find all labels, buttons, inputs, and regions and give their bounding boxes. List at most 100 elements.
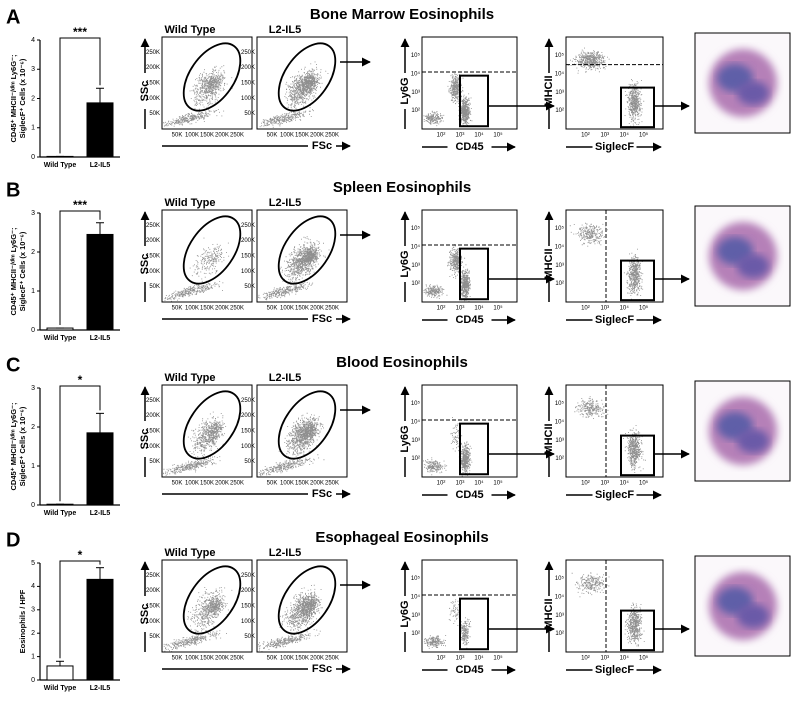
x-tick-label: 10⁴ <box>474 655 484 662</box>
y-tick-label: 3 <box>31 607 35 614</box>
x-axis-label: CD45 <box>455 141 483 153</box>
y-tick-label: 4 <box>31 37 35 44</box>
y-axis-label: Eosinophils / HPF <box>18 589 27 653</box>
x-tick-label: 10⁴ <box>620 305 630 312</box>
significance-label: *** <box>73 198 87 212</box>
y-axis-label: SiglecF⁺ Cells (x 10⁻⁶) <box>18 231 27 311</box>
y-tick-label: 100K <box>146 444 160 450</box>
x-tick-label: 10⁵ <box>639 655 649 662</box>
y-tick-label: 10⁴ <box>555 243 565 250</box>
y-tick-label: 0 <box>31 154 35 161</box>
gate <box>182 215 242 285</box>
x-tick-label: 10⁵ <box>493 305 503 312</box>
x-tick-label: 250K <box>325 656 339 662</box>
x-tick-label: 10² <box>437 306 446 312</box>
x-axis-label: SiglecF <box>595 314 634 326</box>
y-tick-label: 100K <box>146 619 160 625</box>
y-axis-label: Ly6G <box>399 600 411 627</box>
y-tick-label: 2 <box>31 249 35 256</box>
x-tick-label: 250K <box>230 481 244 487</box>
x-axis-label: SiglecF <box>595 141 634 153</box>
x-tick-label: 100K <box>185 133 199 139</box>
y-tick-label: 10³ <box>411 90 420 96</box>
x-tick-label: 150K <box>295 481 309 487</box>
x-tick-label: 250K <box>230 656 244 662</box>
x-tick-label: 50K <box>172 306 183 312</box>
x-tick-label: 150K <box>200 481 214 487</box>
flow-events <box>423 244 471 302</box>
x-tick-label: 100K <box>185 656 199 662</box>
x-axis-label: CD45 <box>455 489 483 501</box>
y-tick-label: 1 <box>31 125 35 132</box>
panel-title: Blood Eosinophils <box>336 354 468 371</box>
y-axis-label: MHCII <box>543 423 555 454</box>
x-tick-label: 10³ <box>456 481 465 487</box>
y-axis-label: CD45⁺ MHCII⁻/ᵈⁱᵐ Ly6G⁻; <box>8 227 18 315</box>
y-tick-label: 50K <box>149 284 160 290</box>
panel-title: Esophageal Eosinophils <box>315 529 488 546</box>
x-tick-label: 10³ <box>600 133 609 139</box>
y-tick-label: 10⁵ <box>411 400 421 407</box>
x-tick-label: Wild Type <box>44 510 77 517</box>
y-tick-label: 1 <box>31 653 35 660</box>
x-tick-label: 50K <box>267 306 278 312</box>
y-tick-label: 10³ <box>411 438 420 444</box>
significance-label: *** <box>73 25 87 39</box>
y-tick-label: 100K <box>241 619 255 625</box>
y-axis-label: SSc <box>139 429 151 450</box>
x-tick-label: 10³ <box>600 656 609 662</box>
y-tick-label: 250K <box>241 50 255 56</box>
y-axis-label: Ly6G <box>399 77 411 104</box>
y-tick-label: 50K <box>244 111 255 117</box>
y-tick-label: 10³ <box>555 613 564 619</box>
y-tick-label: 150K <box>241 604 255 610</box>
flow-title: L2-IL5 <box>269 197 301 209</box>
y-tick-label: 10⁵ <box>555 52 565 59</box>
gate <box>277 565 337 635</box>
significance-label: * <box>78 548 83 562</box>
plot-frame <box>565 559 664 653</box>
x-tick-label: 150K <box>295 133 309 139</box>
y-tick-label: 10² <box>411 108 420 114</box>
y-tick-label: 100K <box>241 444 255 450</box>
flow-events <box>574 396 646 473</box>
y-axis-label: MHCII <box>543 598 555 629</box>
flow-events <box>258 236 330 301</box>
cell-nucleus <box>737 254 769 278</box>
plot-frame <box>565 384 664 478</box>
y-tick-label: 200K <box>146 413 160 419</box>
x-axis-label: SiglecF <box>595 664 634 676</box>
flow-title: Wild Type <box>164 372 215 384</box>
x-axis-label: FSc <box>312 140 332 152</box>
panel-letter: C <box>6 354 20 376</box>
x-axis-label: SiglecF <box>595 489 634 501</box>
x-tick-label: 10² <box>581 481 590 487</box>
gate <box>620 609 655 652</box>
y-tick-label: 10⁴ <box>411 593 421 600</box>
y-tick-label: 2 <box>31 424 35 431</box>
significance-bracket <box>59 560 101 659</box>
gate <box>620 259 655 302</box>
flow-title: Wild Type <box>164 197 215 209</box>
x-tick-label: 10⁵ <box>493 480 503 487</box>
y-tick-label: 50K <box>244 459 255 465</box>
y-tick-label: 50K <box>244 284 255 290</box>
x-tick-label: 250K <box>230 306 244 312</box>
x-tick-label: 50K <box>172 133 183 139</box>
y-tick-label: 2 <box>31 95 35 102</box>
x-tick-label: 50K <box>267 656 278 662</box>
y-tick-label: 10² <box>411 281 420 287</box>
x-tick-label: 10⁵ <box>639 305 649 312</box>
x-tick-label: 10² <box>581 306 590 312</box>
y-tick-label: 50K <box>244 634 255 640</box>
y-tick-label: 10² <box>555 456 564 462</box>
y-tick-label: 10⁴ <box>411 418 421 425</box>
panel-letter: B <box>6 179 20 201</box>
gate <box>459 597 489 651</box>
significance-bracket <box>59 210 101 326</box>
gate <box>182 42 242 112</box>
bar <box>86 578 114 681</box>
x-axis-label: FSc <box>312 488 332 500</box>
y-axis-label: SSc <box>139 81 151 102</box>
x-tick-label: Wild Type <box>44 335 77 342</box>
